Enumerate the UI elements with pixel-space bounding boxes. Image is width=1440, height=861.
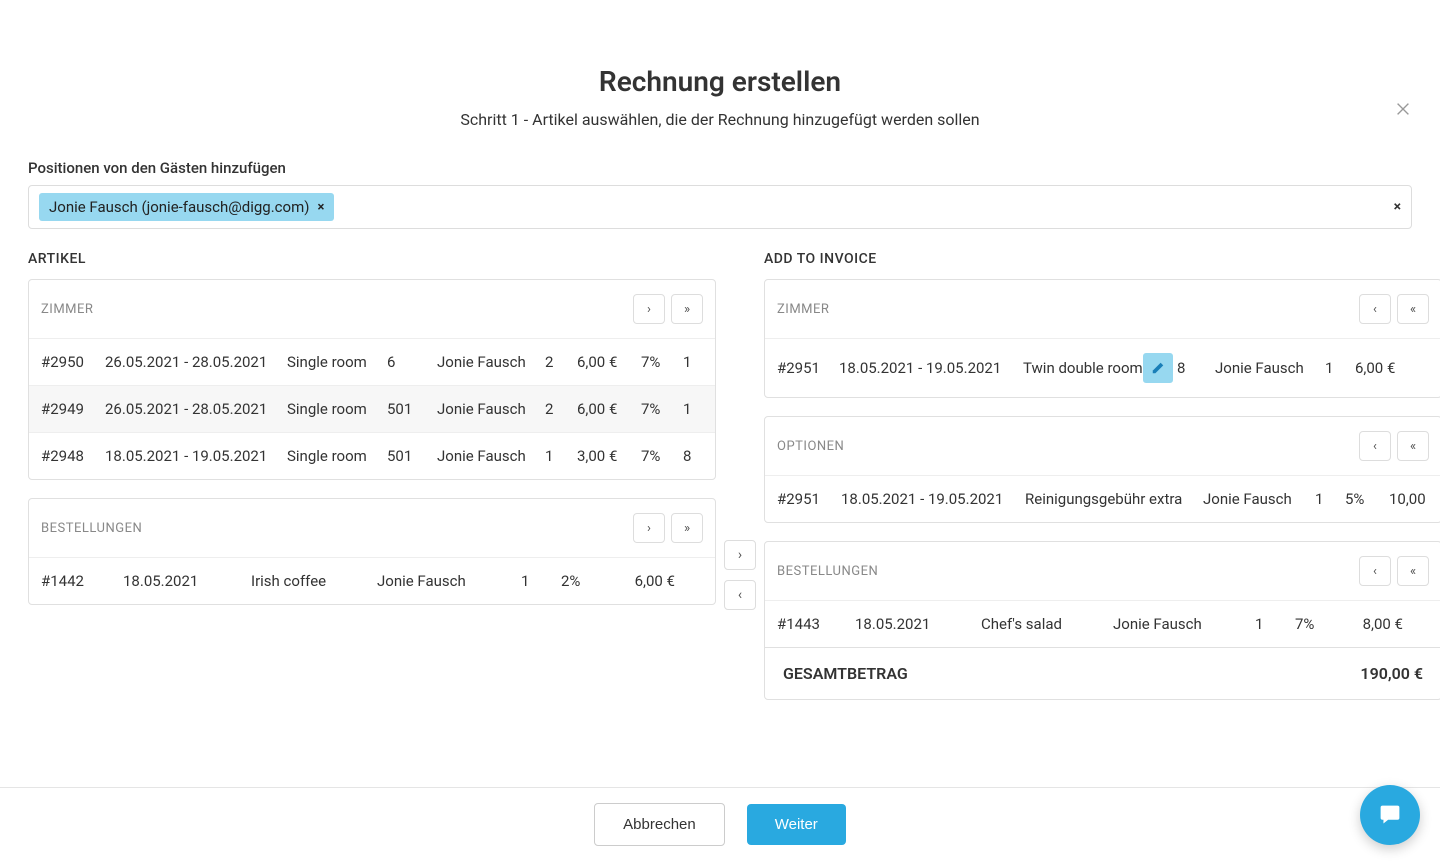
table-row[interactable]: #2951 18.05.2021 - 19.05.2021 Reinigungs… — [765, 475, 1440, 522]
zimmer-add-all-button[interactable]: » — [671, 294, 703, 324]
total-label: GESAMTBETRAG — [783, 664, 908, 683]
pencil-icon — [1151, 361, 1165, 375]
table-row[interactable]: #1442 18.05.2021 Irish coffee Jonie Faus… — [29, 557, 715, 604]
total-row: GESAMTBETRAG 190,00 € — [765, 647, 1440, 699]
total-value: 190,00 € — [1360, 664, 1423, 683]
zimmer-title: ZIMMER — [41, 302, 93, 317]
invoice-heading: ADD TO INVOICE — [764, 251, 1440, 267]
bestellungen-remove-all-button[interactable]: « — [1397, 556, 1429, 586]
close-button[interactable] — [1394, 100, 1414, 120]
optionen-remove-all-button[interactable]: « — [1397, 431, 1429, 461]
transfer-right-button[interactable]: › — [724, 540, 756, 570]
table-row[interactable]: #2950 26.05.2021 - 28.05.2021 Single roo… — [29, 338, 715, 385]
transfer-left-button[interactable]: ‹ — [724, 580, 756, 610]
bestellungen-add-single-button[interactable]: › — [633, 513, 665, 543]
guest-tag-label: Jonie Fausch (jonie-fausch@digg.com) — [49, 198, 309, 216]
bestellungen-right-title: BESTELLUNGEN — [777, 564, 878, 579]
artikel-heading: ARTIKEL — [28, 251, 716, 267]
guest-field-label: Positionen von den Gästen hinzufügen — [28, 159, 1412, 177]
zimmer-section-right: ZIMMER ‹ « #2951 18.05.2021 - 19.05.2021… — [764, 279, 1440, 398]
cancel-button[interactable]: Abbrechen — [594, 803, 725, 846]
zimmer-right-title: ZIMMER — [777, 302, 829, 317]
table-row[interactable]: #2949 26.05.2021 - 28.05.2021 Single roo… — [29, 385, 715, 432]
chat-icon — [1375, 800, 1405, 830]
guest-select-input[interactable]: Jonie Fausch (jonie-fausch@digg.com) × × — [28, 185, 1412, 229]
optionen-section-right: OPTIONEN ‹ « #2951 18.05.2021 - 19.05.20… — [764, 416, 1440, 523]
table-row[interactable]: #2948 18.05.2021 - 19.05.2021 Single roo… — [29, 432, 715, 479]
chat-widget-button[interactable] — [1360, 785, 1420, 845]
page-subtitle: Schritt 1 - Artikel auswählen, die der R… — [0, 110, 1440, 129]
bestellungen-title: BESTELLUNGEN — [41, 521, 142, 536]
bestellungen-section-right: BESTELLUNGEN ‹ « #1443 18.05.2021 Chef's… — [764, 541, 1440, 700]
bestellungen-section-left: BESTELLUNGEN › » #1442 18.05.2021 Irish … — [28, 498, 716, 605]
table-row[interactable]: #2951 18.05.2021 - 19.05.2021 Twin doubl… — [765, 338, 1440, 397]
table-row[interactable]: #1443 18.05.2021 Chef's salad Jonie Faus… — [765, 600, 1440, 647]
page-title: Rechnung erstellen — [0, 65, 1440, 98]
clear-all-icon[interactable]: × — [1394, 199, 1401, 215]
optionen-remove-single-button[interactable]: ‹ — [1359, 431, 1391, 461]
remove-guest-icon[interactable]: × — [317, 200, 324, 215]
zimmer-section-left: ZIMMER › » #2950 26.05.2021 - 28.05.2021… — [28, 279, 716, 480]
bestellungen-add-all-button[interactable]: » — [671, 513, 703, 543]
zimmer-remove-single-button[interactable]: ‹ — [1359, 294, 1391, 324]
guest-tag: Jonie Fausch (jonie-fausch@digg.com) × — [39, 193, 334, 221]
next-button[interactable]: Weiter — [747, 804, 846, 845]
edit-room-button[interactable] — [1143, 353, 1173, 383]
zimmer-remove-all-button[interactable]: « — [1397, 294, 1429, 324]
optionen-title: OPTIONEN — [777, 439, 844, 454]
zimmer-add-single-button[interactable]: › — [633, 294, 665, 324]
bestellungen-remove-single-button[interactable]: ‹ — [1359, 556, 1391, 586]
